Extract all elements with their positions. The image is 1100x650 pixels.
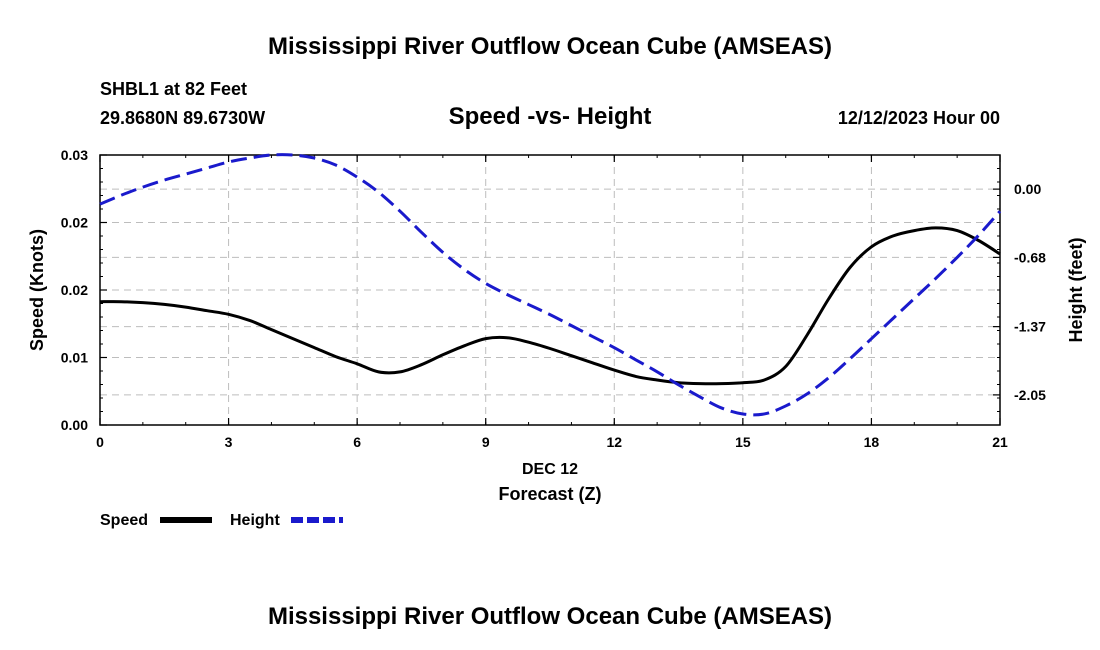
y2-tick-label: -1.37 bbox=[1014, 319, 1046, 335]
x-tick-label: 12 bbox=[606, 434, 622, 450]
y2-tick-label: -2.05 bbox=[1014, 387, 1046, 403]
x-tick-label: 0 bbox=[96, 434, 104, 450]
x-tick-label: 6 bbox=[353, 434, 361, 450]
x-axis-date: DEC 12 bbox=[522, 461, 578, 478]
legend: Speed Height bbox=[100, 512, 343, 529]
datetime-label: 12/12/2023 Hour 00 bbox=[838, 108, 1000, 128]
legend-label-speed: Speed bbox=[100, 512, 148, 529]
y2-tick-label: 0.00 bbox=[1014, 181, 1041, 197]
y2-tick-label: -0.68 bbox=[1014, 249, 1046, 265]
x-tick-label: 9 bbox=[482, 434, 490, 450]
footer-title: Mississippi River Outflow Ocean Cube (AM… bbox=[268, 603, 832, 630]
x-axis-label: Forecast (Z) bbox=[498, 484, 601, 504]
x-tick-label: 21 bbox=[992, 434, 1008, 450]
legend-label-height: Height bbox=[230, 512, 280, 529]
x-tick-label: 3 bbox=[225, 434, 233, 450]
y-tick-label: 0.00 bbox=[61, 417, 88, 433]
series-line-speed bbox=[99, 226, 1001, 386]
axis-ticks: 0 3 6 9 12 15 18 21 0.00 0.01 0.02 0.02 0.03 0.00 -0.6… bbox=[61, 147, 1046, 450]
grid bbox=[100, 155, 1000, 425]
series-line-height bbox=[99, 153, 1002, 417]
page-title: Mississippi River Outflow Ocean Cube (AM… bbox=[268, 33, 832, 60]
y-tick-label: 0.01 bbox=[61, 350, 88, 366]
x-tick-label: 18 bbox=[864, 434, 880, 450]
y-tick-label: 0.02 bbox=[61, 215, 88, 231]
x-tick-label: 15 bbox=[735, 434, 751, 450]
y-tick-label: 0.02 bbox=[61, 282, 88, 298]
station-label: SHBL1 at 82 Feet bbox=[100, 79, 247, 99]
y2-axis-label: Height (feet) bbox=[1066, 238, 1086, 343]
plot-title: Speed -vs- Height bbox=[449, 103, 652, 130]
y-axis-label: Speed (Knots) bbox=[27, 229, 47, 351]
coordinates-label: 29.8680N 89.6730W bbox=[100, 108, 265, 128]
series-group bbox=[99, 153, 1002, 417]
y-tick-label: 0.03 bbox=[61, 147, 88, 163]
